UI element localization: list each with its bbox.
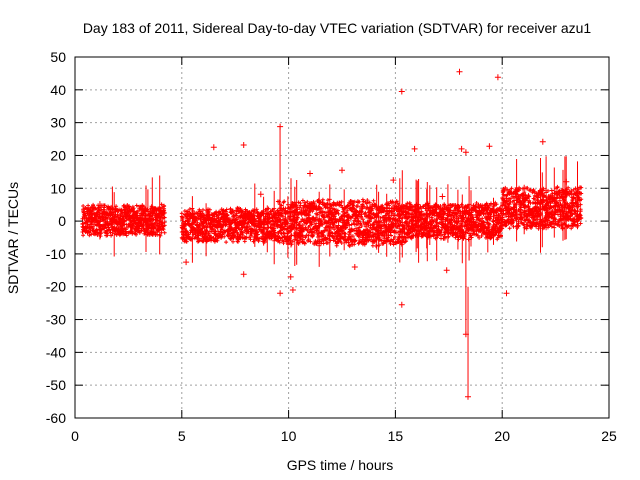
y-tick-label: -30: [46, 312, 66, 328]
x-tick-label: 20: [494, 428, 510, 444]
outlier-point: [456, 68, 463, 75]
chart-title: Day 183 of 2011, Sidereal Day-to-day VTE…: [83, 20, 592, 36]
y-tick-label: 0: [58, 213, 66, 229]
outlier-point: [443, 267, 450, 274]
y-tick-label: 50: [50, 49, 66, 65]
axes: 50 40 30 20 10 0 -10 -20 -30 -40 -50 -60 0 5 10 15 20 25: [46, 49, 617, 444]
x-tick-label: 10: [281, 428, 297, 444]
y-tick-label: -60: [46, 410, 66, 426]
x-tick-label: 0: [71, 428, 79, 444]
outlier-point: [287, 273, 294, 280]
data-band-segment: [404, 176, 505, 264]
outlier-point: [411, 145, 418, 152]
y-tick-label: 20: [50, 147, 66, 163]
y-tick-label: 30: [50, 115, 66, 131]
y-tick-label: 40: [50, 82, 66, 98]
outlier-point: [277, 290, 284, 297]
outlier-point: [210, 144, 217, 151]
y-tick-label: -10: [46, 246, 66, 262]
outlier-point: [563, 178, 570, 185]
outlier-point: [240, 142, 247, 148]
y-tick-label: -50: [46, 377, 66, 393]
data-band-segment: [80, 175, 167, 257]
outlier-point: [183, 259, 190, 266]
x-axis-label: GPS time / hours: [287, 457, 394, 473]
outlier-point: [339, 167, 345, 174]
outlier-point: [439, 193, 446, 200]
outlier-point: [458, 145, 465, 152]
outlier-point: [351, 264, 358, 270]
x-tick-label: 25: [601, 428, 617, 444]
outlier-point: [307, 170, 313, 177]
y-axis-label: SDTVAR / TECUs: [5, 182, 21, 294]
outlier-point: [398, 301, 405, 308]
outlier-point: [289, 287, 296, 293]
x-tick-label: 15: [388, 428, 404, 444]
data-band-segment: [275, 170, 409, 267]
outlier-point: [240, 271, 247, 278]
y-tick-label: -40: [46, 344, 66, 360]
data-band-segment: [500, 156, 584, 253]
outlier-point: [257, 191, 264, 198]
outlier-point: [390, 177, 397, 184]
data-points: [80, 68, 584, 400]
x-tick-label: 5: [178, 428, 186, 444]
outlier-point: [503, 290, 510, 297]
outlier-point: [539, 138, 546, 145]
outlier-point: [494, 74, 501, 81]
outlier-point: [398, 88, 405, 95]
plot-frame: [74, 56, 610, 419]
y-tick-label: -20: [46, 279, 66, 295]
outlier-point: [486, 143, 493, 150]
outlier-point: [462, 149, 469, 156]
data-band-segment: [179, 183, 280, 265]
y-tick-label: 10: [50, 180, 66, 196]
